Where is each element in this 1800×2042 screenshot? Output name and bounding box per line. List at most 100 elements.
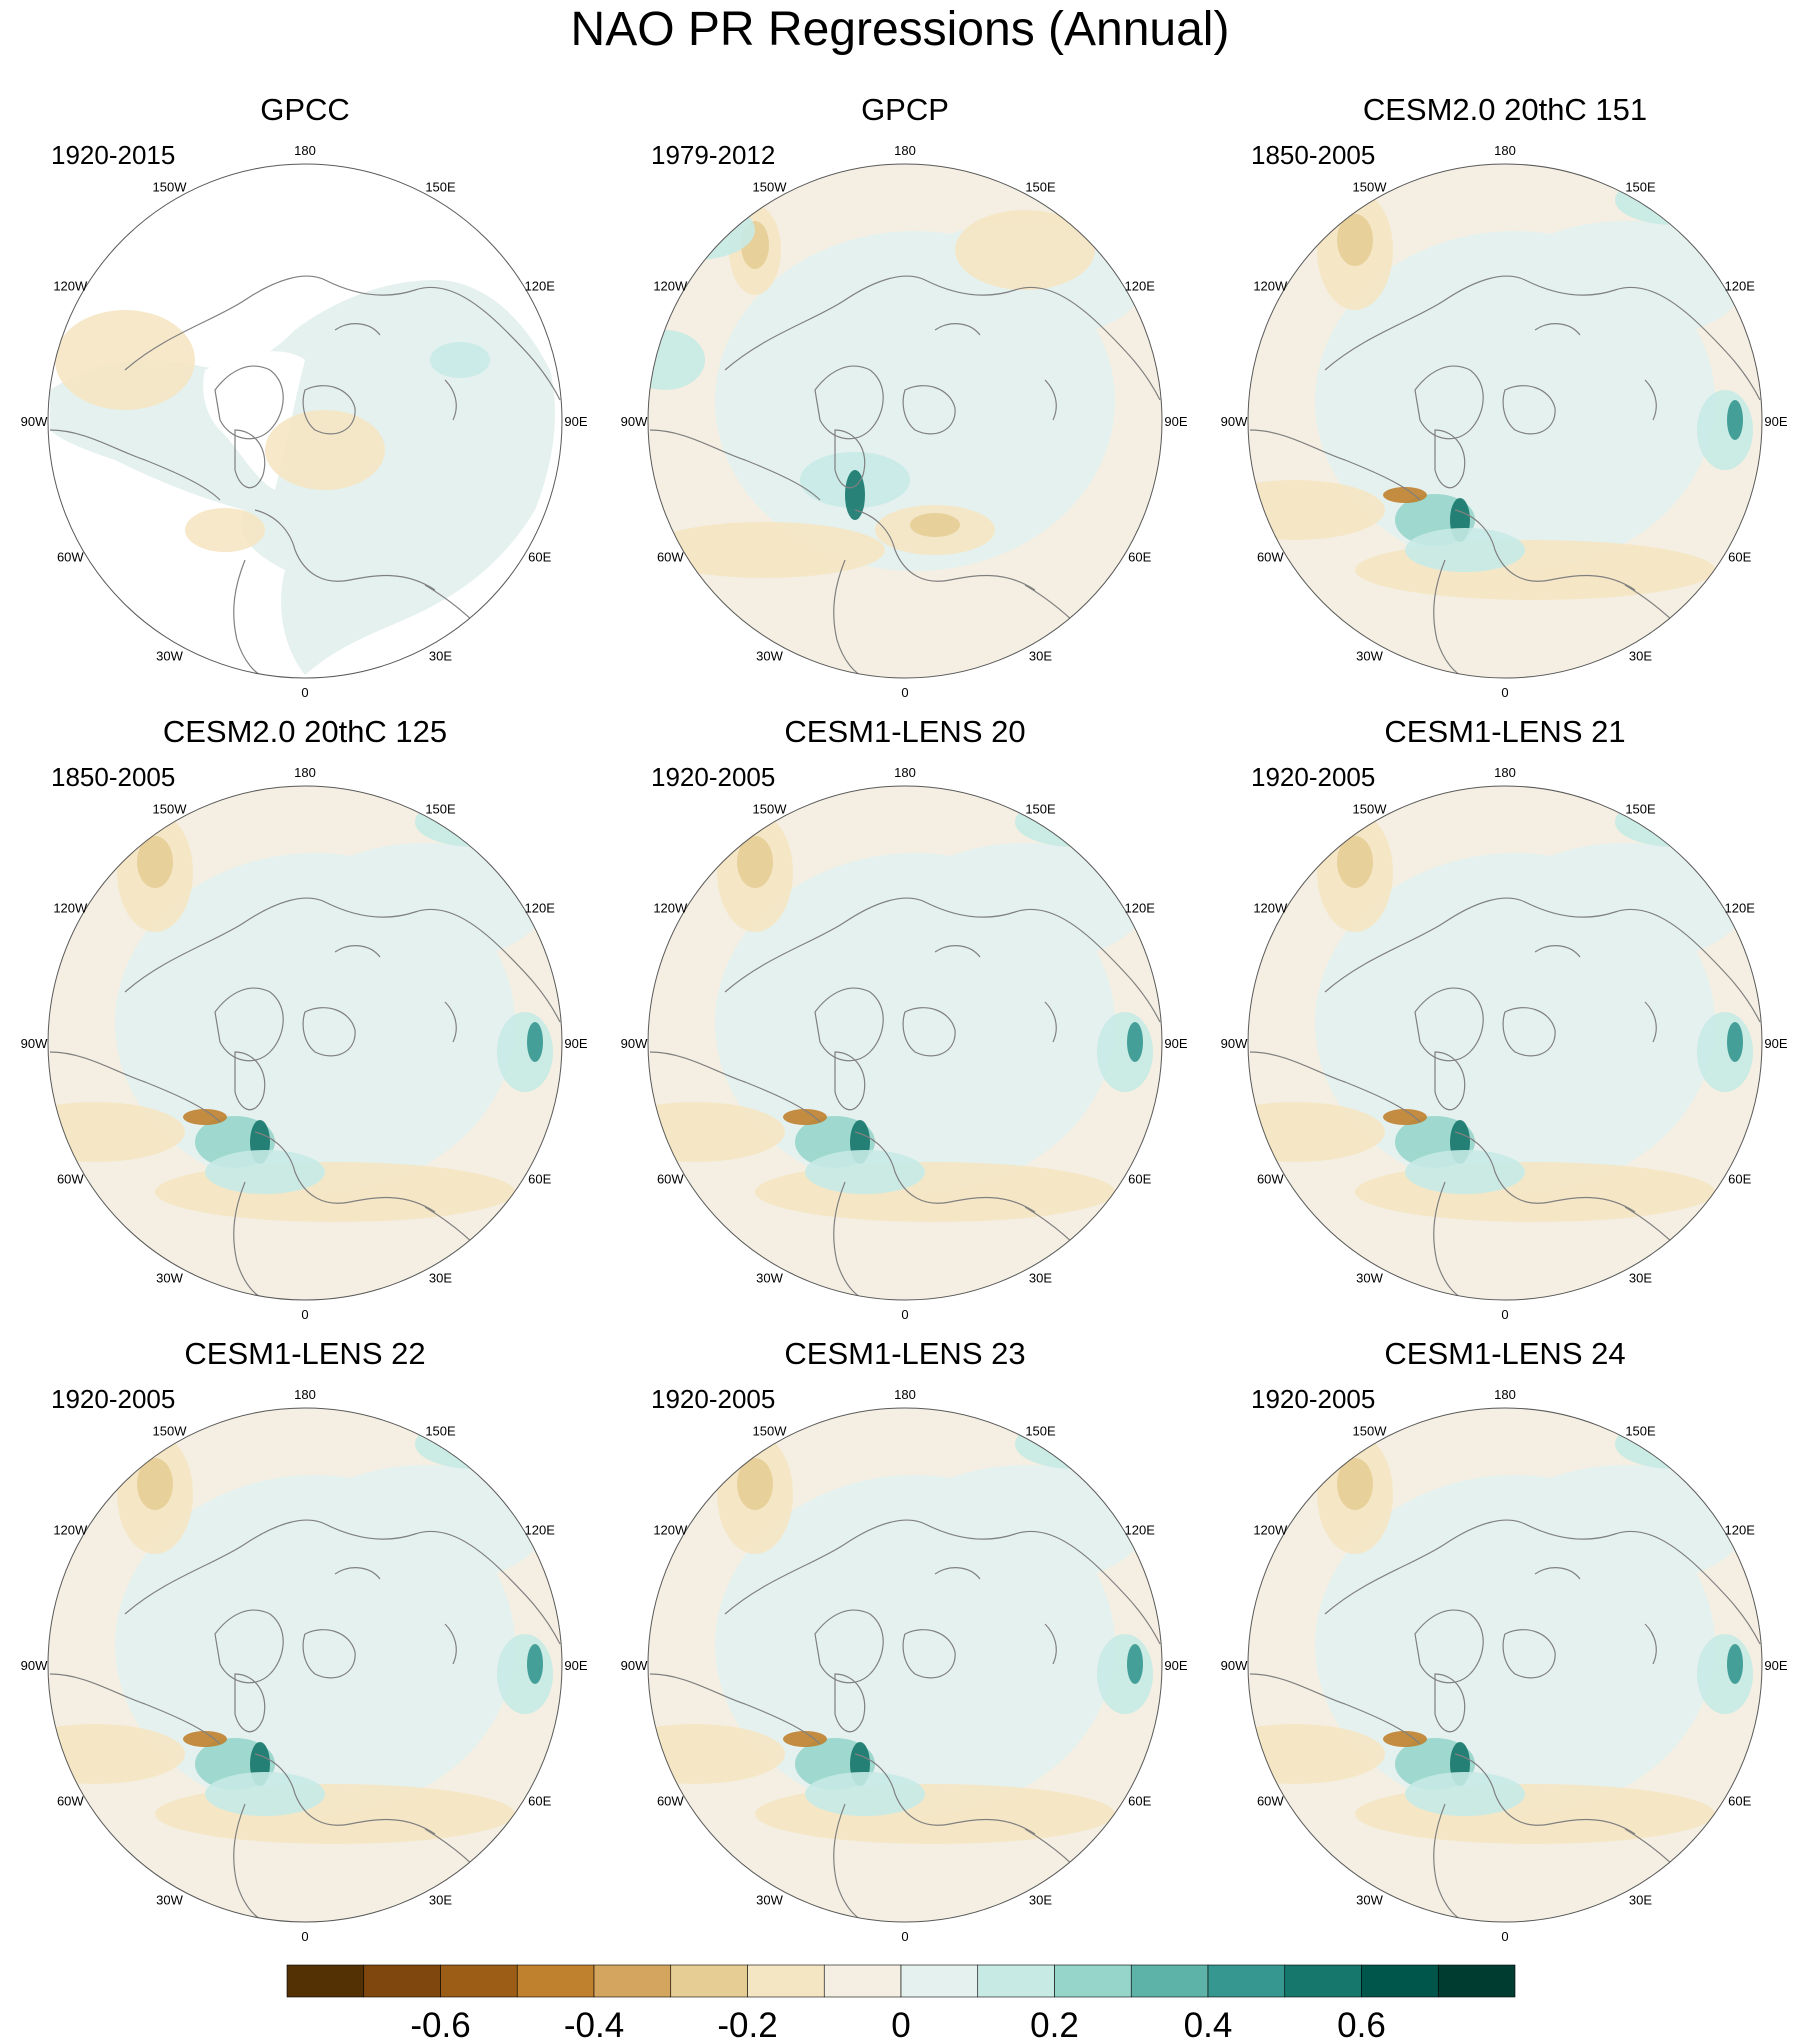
- longitude-label: 90E: [1164, 414, 1187, 429]
- panel-title: CESM1-LENS 22: [184, 1336, 426, 1371]
- longitude-label: 90W: [621, 1036, 648, 1051]
- longitude-label: 150W: [1353, 1423, 1388, 1438]
- longitude-label: 150W: [1353, 179, 1388, 194]
- longitude-label: 60E: [1128, 1172, 1151, 1187]
- longitude-label: 30W: [756, 1893, 783, 1908]
- longitude-label: 60W: [57, 1172, 84, 1187]
- longitude-label: 120E: [525, 1523, 556, 1538]
- figure-title: NAO PR Regressions (Annual): [570, 3, 1230, 56]
- panel-period: 1920-2005: [651, 1384, 776, 1414]
- panel-title: CESM2.0 20thC 125: [162, 714, 448, 749]
- longitude-label: 90W: [21, 414, 48, 429]
- longitude-label: 120E: [1725, 1523, 1756, 1538]
- longitude-label: 90E: [1164, 1036, 1187, 1051]
- colorbar-swatch: [977, 1964, 1055, 1998]
- panel-period: 1920-2015: [51, 140, 176, 170]
- longitude-label: 180: [894, 1387, 916, 1402]
- map-panel: CESM2.0 20thC 151 1850-2005 180 150E 120E 9…: [1205, 92, 1800, 712]
- longitude-label: 30E: [429, 1271, 452, 1286]
- longitude-label: 90E: [564, 414, 587, 429]
- polar-map: 180 150E 120E 90E 60E 30E 0 30W 60W 90W 120W 150W: [621, 1387, 1188, 1944]
- longitude-label: 0: [1501, 1307, 1508, 1322]
- polar-map: 180 150E 120E 90E 60E 30E 0 30W 60W 90W 120W 150W: [621, 765, 1188, 1322]
- polar-map: 180 150E 120E 90E 60E 30E 0 30W 60W 90W 120W 150W: [1221, 143, 1788, 700]
- colorbar-tick-label: -0.2: [717, 2006, 777, 2042]
- colorbar-tick-label: 0.6: [1337, 2006, 1386, 2042]
- map-panel: CESM2.0 20thC 125 1850-2005 180 150E 120E 9…: [5, 714, 605, 1334]
- polar-map: 180 150E 120E 90E 60E 30E 0 30W 60W 90W 120W 150W: [621, 143, 1188, 700]
- longitude-label: 150W: [153, 179, 188, 194]
- longitude-label: 90W: [621, 1658, 648, 1673]
- longitude-label: 150W: [753, 1423, 788, 1438]
- colorbar-swatch: [747, 1964, 825, 1998]
- longitude-label: 180: [294, 143, 316, 158]
- colorbar-swatch: [286, 1964, 365, 1998]
- longitude-label: 120E: [1125, 1523, 1156, 1538]
- panel-period: 1920-2005: [1251, 762, 1376, 792]
- panel-period: 1920-2005: [51, 1384, 176, 1414]
- colorbar-swatch: [1207, 1964, 1286, 1998]
- map-panel: CESM1-LENS 20 1920-2005 180 150E 120E 90E 60…: [605, 714, 1205, 1334]
- longitude-label: 90E: [564, 1036, 587, 1051]
- map-panel: GPCC 1920-2015 180 150E 120E 90E 60E 30E 0 30W 6…: [5, 92, 605, 712]
- longitude-label: 150E: [1625, 1423, 1656, 1438]
- longitude-label: 150W: [753, 179, 788, 194]
- colorbar-tick-label: 0: [891, 2006, 910, 2042]
- longitude-label: 120E: [1725, 279, 1756, 294]
- panel-period: 1920-2005: [1251, 1384, 1376, 1414]
- longitude-label: 150E: [1025, 179, 1056, 194]
- polar-map: 180 150E 120E 90E 60E 30E 0 30W 60W 90W 120W 150W: [1221, 765, 1788, 1322]
- colorbar-tick-label: 0.4: [1184, 2006, 1233, 2042]
- longitude-label: 90W: [21, 1036, 48, 1051]
- longitude-label: 120W: [653, 901, 688, 916]
- longitude-label: 0: [1501, 685, 1508, 700]
- colorbar-swatch: [1437, 1964, 1516, 1998]
- longitude-label: 30W: [156, 1893, 183, 1908]
- longitude-label: 90E: [1164, 1658, 1187, 1673]
- longitude-label: 30E: [1029, 649, 1052, 664]
- longitude-label: 60E: [1128, 1794, 1151, 1809]
- longitude-label: 30E: [429, 649, 452, 664]
- colorbar-swatch: [1361, 1964, 1439, 1998]
- longitude-label: 150E: [1025, 801, 1056, 816]
- panel-period: 1850-2005: [1251, 140, 1376, 170]
- colorbar-swatch: [440, 1964, 518, 1998]
- longitude-label: 30E: [1629, 1271, 1652, 1286]
- longitude-label: 0: [1501, 1929, 1508, 1944]
- longitude-label: 0: [301, 685, 308, 700]
- longitude-label: 90E: [1764, 1658, 1787, 1673]
- longitude-label: 0: [301, 1929, 308, 1944]
- longitude-label: 60E: [1128, 550, 1151, 565]
- longitude-label: 120E: [525, 279, 556, 294]
- longitude-label: 120W: [1253, 1523, 1288, 1538]
- longitude-label: 150W: [1353, 801, 1388, 816]
- colorbar-swatch: [1054, 1964, 1132, 1998]
- longitude-label: 0: [301, 1307, 308, 1322]
- longitude-label: 120W: [53, 1523, 88, 1538]
- colorbar-swatch: [900, 1964, 979, 1998]
- map-panel: CESM1-LENS 21 1920-2005 180 150E 120E 90E 60…: [1205, 714, 1800, 1334]
- polar-map: 180 150E 120E 90E 60E 30E 0 30W 60W 90W 120W 150W: [1221, 1387, 1788, 1944]
- longitude-label: 150E: [1625, 179, 1656, 194]
- longitude-label: 120W: [1253, 901, 1288, 916]
- longitude-label: 150W: [753, 801, 788, 816]
- longitude-label: 180: [1494, 765, 1516, 780]
- longitude-label: 30W: [1356, 649, 1383, 664]
- longitude-label: 60W: [657, 1794, 684, 1809]
- panel-title: CESM1-LENS 23: [784, 1336, 1026, 1371]
- longitude-label: 30W: [756, 1271, 783, 1286]
- longitude-label: 0: [901, 685, 908, 700]
- longitude-label: 90E: [564, 1658, 587, 1673]
- panel-title: GPCP: [861, 92, 949, 127]
- longitude-label: 90W: [1221, 1658, 1248, 1673]
- longitude-label: 150E: [1625, 801, 1656, 816]
- panel-title: CESM1-LENS 20: [784, 714, 1026, 749]
- panel-period: 1850-2005: [51, 762, 176, 792]
- longitude-label: 120E: [1725, 901, 1756, 916]
- longitude-label: 0: [901, 1929, 908, 1944]
- map-panel: CESM1-LENS 22 1920-2005 180 150E 120E 90E 60…: [5, 1336, 605, 1956]
- longitude-label: 60E: [528, 1794, 551, 1809]
- longitude-label: 60W: [1257, 550, 1284, 565]
- polar-map: 180 150E 120E 90E 60E 30E 0 30W 60W 90W 120W 150W: [21, 1387, 588, 1944]
- longitude-label: 120W: [1253, 279, 1288, 294]
